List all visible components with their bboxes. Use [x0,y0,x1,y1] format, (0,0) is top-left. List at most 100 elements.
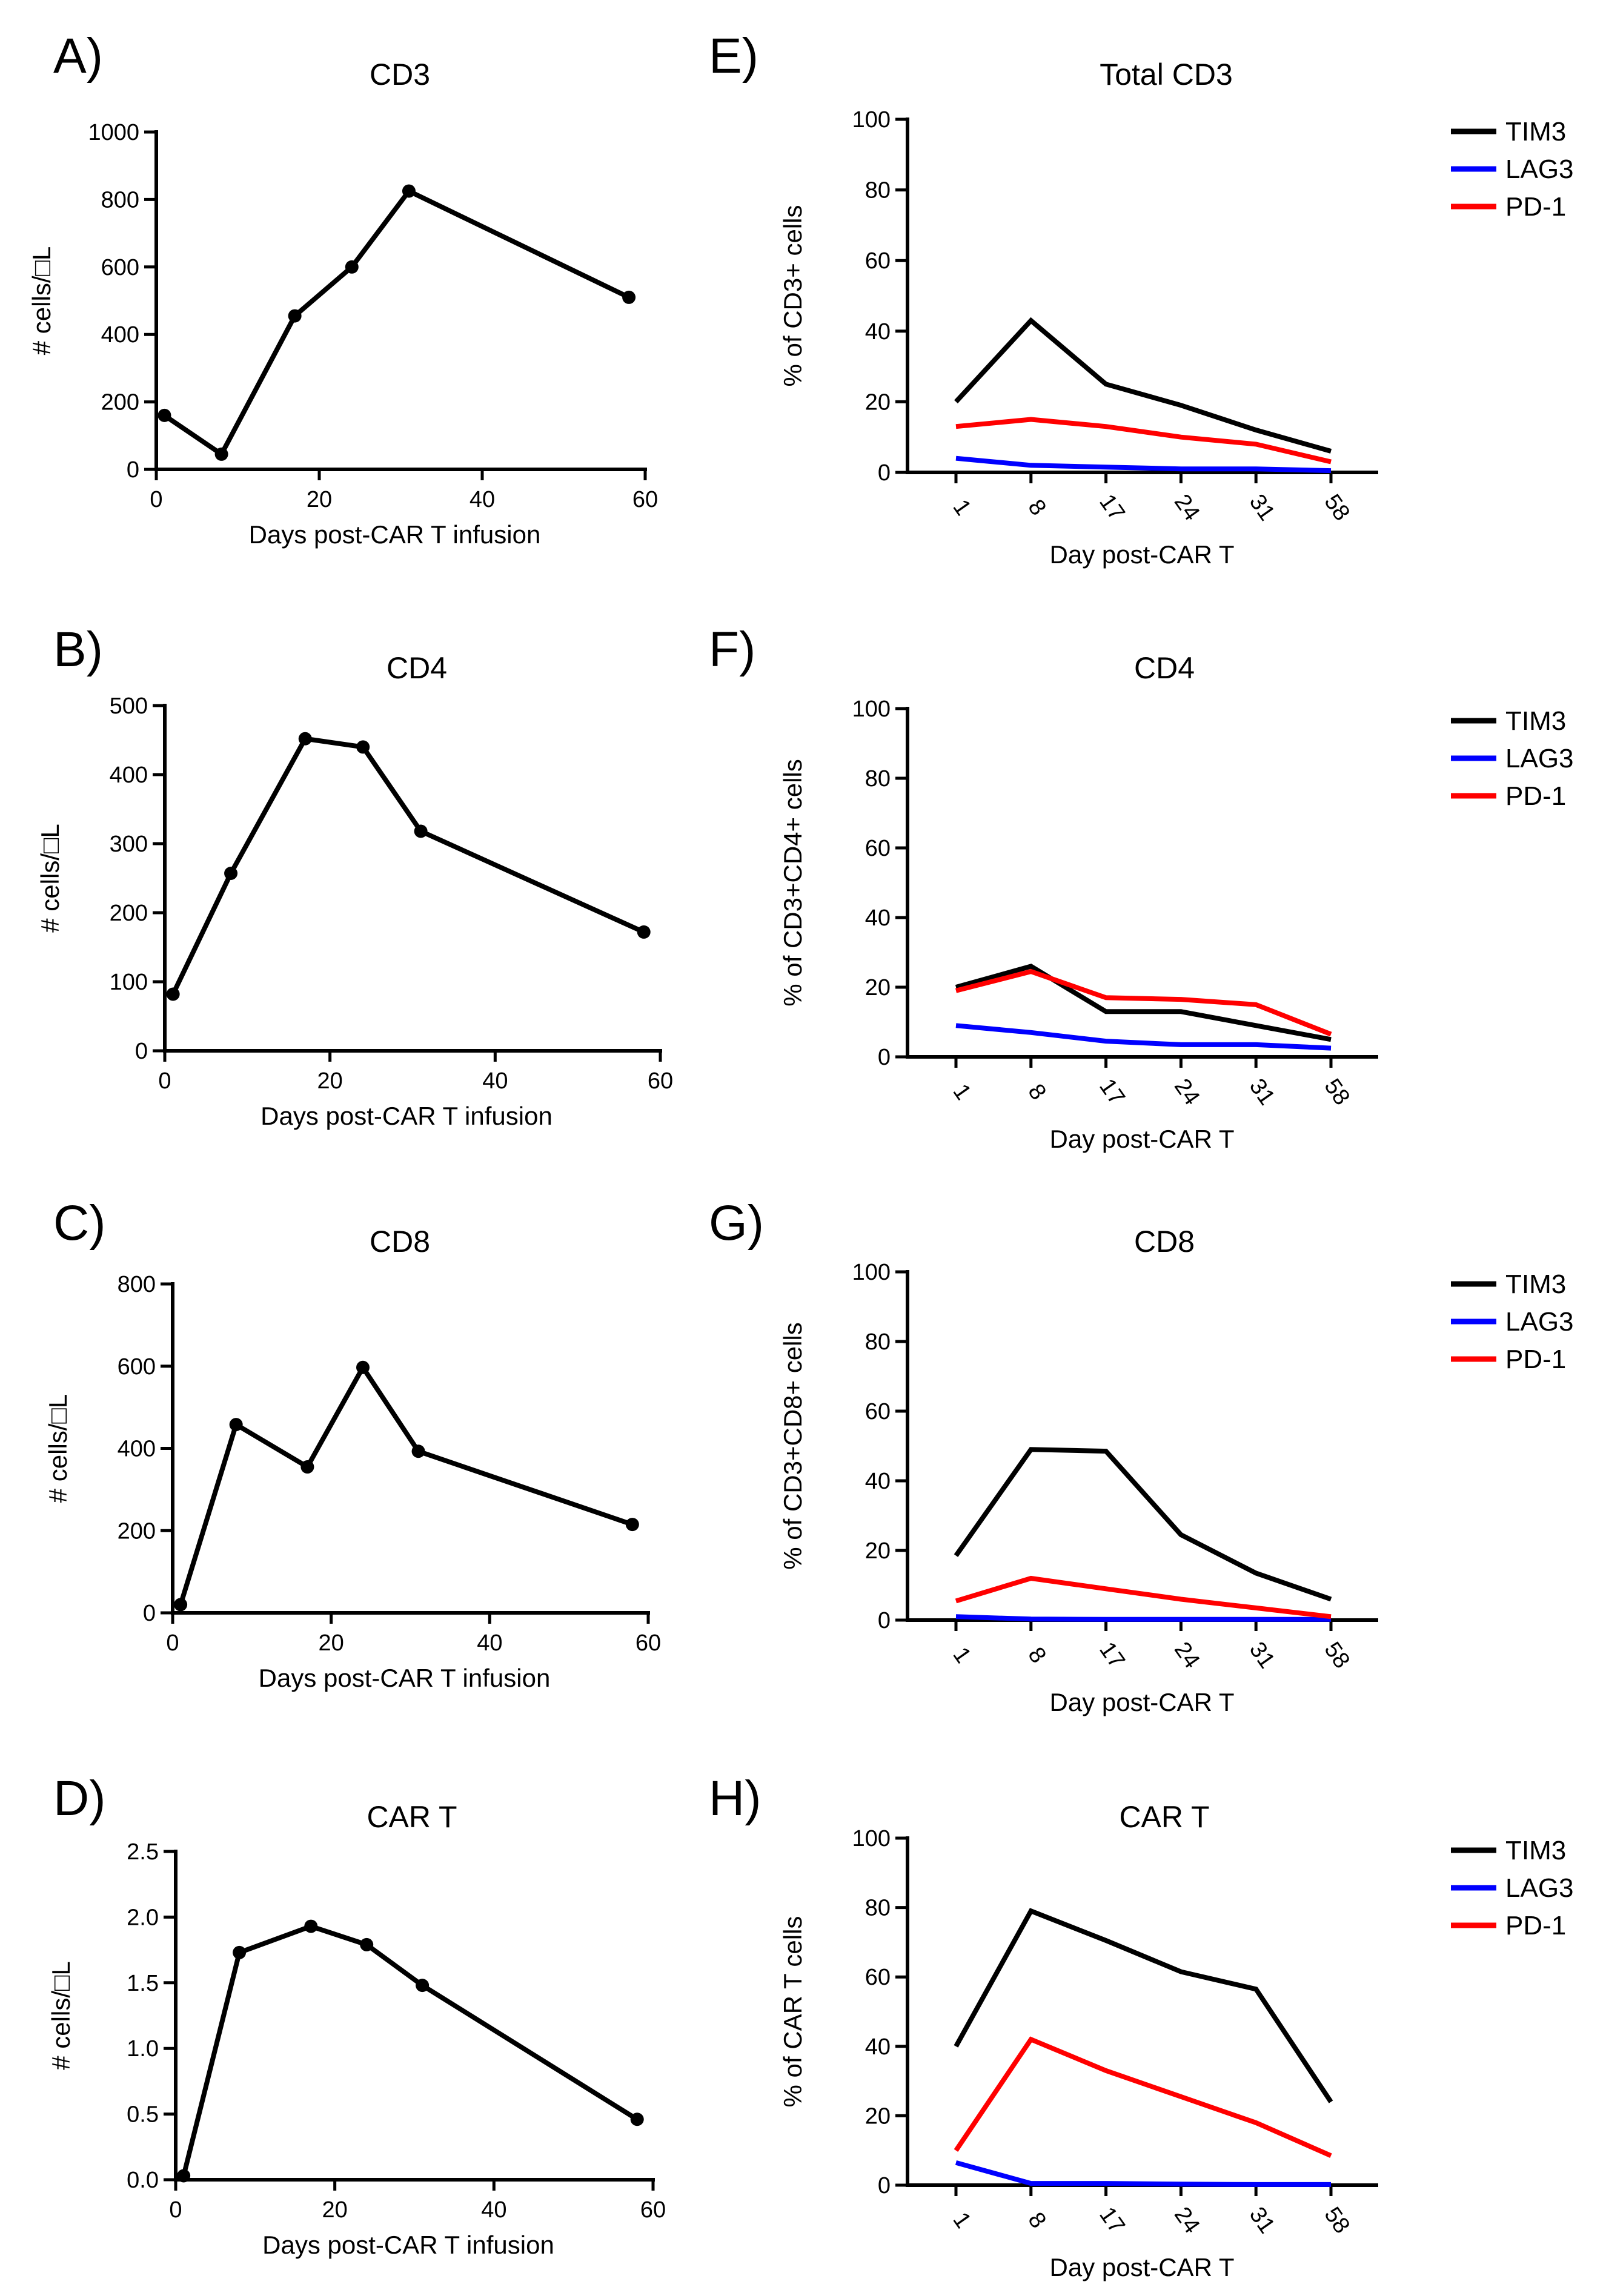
panel-g-ytick-label: 100 [852,1260,891,1285]
panel-h-ylabel: % of CAR T cells [778,1916,807,2108]
panel-f-xtick-label: 24 [1169,1074,1205,1110]
panel-g-legend-label-pd1: PD-1 [1505,1345,1566,1374]
panel-b-data-point [356,740,370,754]
panel-a-ytick-label: 200 [101,390,139,415]
panel-e-letter: E) [709,28,758,84]
panel-a-xtick-label: 20 [307,487,332,512]
panel-g-legend-label-tim3: TIM3 [1505,1269,1566,1299]
panel-a-data-point [158,408,171,422]
panel-h-xtick-label: 24 [1169,2203,1205,2238]
panel-h-letter: H) [709,1771,762,1826]
panel-h-legend-label-pd1: PD-1 [1505,1911,1566,1940]
panel-c-data-point [356,1360,370,1374]
panel-c-ytick-label: 400 [118,1437,156,1462]
panel-e-xtick-label: 31 [1244,490,1280,526]
panel-a-xtick-label: 40 [470,487,495,512]
panel-e-xtick-label: 58 [1319,490,1355,526]
panel-e-xtick-label: 17 [1094,490,1130,526]
panel-d-ytick-label: 1.0 [127,2036,159,2062]
panel-c-axes [171,1282,650,1615]
panel-f-ytick-label: 80 [865,766,891,792]
panel-d-data-point [177,2169,191,2183]
panel-g-xtick-label: 1 [948,1643,977,1667]
panel-a-data-point [402,184,416,198]
panel-d-data-point [360,1937,374,1951]
panel-d-letter: D) [53,1771,106,1826]
panel-h-ytick-label: 20 [865,2103,891,2129]
panel-c-ytick-label: 0 [143,1601,156,1626]
panel-b-xtick-label: 20 [317,1068,343,1094]
panel-b-title: CD4 [387,651,447,685]
panel-f-axes [906,707,1378,1059]
panel-g-xtick-label: 31 [1244,1638,1280,1673]
panel-f-legend-label-lag3: LAG3 [1505,744,1574,773]
panel-g-axes [906,1270,1378,1622]
panel-d-data-point [304,1919,318,1933]
panel-b-data-point [414,824,428,838]
panel-g-series-lag3 [955,1614,1331,1622]
panel-c-xtick-label: 60 [635,1630,661,1656]
panel-c-ytick-label: 600 [118,1354,156,1380]
panel-b-data-point [166,987,180,1001]
panel-h-ytick-label: 80 [865,1896,891,1921]
panel-g-xtick-label: 8 [1023,1643,1051,1667]
panel-d-series-line [181,1924,639,2177]
panel-h-series-lag3 [955,2160,1331,2187]
panel-g-series-tim3 [954,1447,1332,1602]
panel-g-ytick-label: 60 [865,1399,891,1424]
panel-h-xtick-label: 58 [1319,2203,1355,2238]
panel-e-legend-label-lag3: LAG3 [1505,154,1574,184]
panel-g-ytick-label: 0 [878,1608,891,1633]
panel-e-axes [906,117,1378,474]
panel-c-ytick-label: 800 [118,1272,156,1297]
panel-a-ytick-label: 400 [101,322,139,348]
panel-h-legend-label-tim3: TIM3 [1505,1836,1566,1865]
panel-a-data-point [214,447,228,461]
panel-e-legend-label-pd1: PD-1 [1505,192,1566,222]
panel-g-title: CD8 [1134,1225,1195,1259]
panel-h-ytick-label: 60 [865,1965,891,1990]
panel-e-xtick-label: 1 [948,495,977,520]
panel-c-ylabel: # cells/□L [44,1394,72,1503]
panel-a-ytick-label: 600 [101,255,139,280]
panel-b-xtick-label: 0 [158,1068,171,1094]
panel-e-series-pd1 [955,417,1332,465]
panel-d-xtick-label: 60 [640,2197,666,2223]
panel-d-ylabel: # cells/□L [47,1961,75,2069]
panel-f-series-lag3 [955,1023,1332,1051]
panel-b-data-point [637,925,651,939]
panel-c-series-line [178,1363,634,1606]
panel-g-series-pd1 [955,1575,1332,1619]
panel-f-xlabel: Day post-CAR T [1050,1125,1235,1153]
panel-a-xlabel: Days post-CAR T infusion [249,520,541,549]
panel-b-ytick-label: 0 [135,1039,148,1064]
panel-d-ytick-label: 2.0 [127,1905,159,1930]
panel-d-data-point [233,1945,247,1959]
panel-f-xtick-label: 1 [948,1079,977,1104]
panel-e-series-lag3 [955,455,1332,474]
panel-a-series-line [163,188,630,458]
panel-f-xtick-label: 31 [1244,1074,1280,1110]
panel-h-series-tim3 [954,1908,1333,2103]
panel-e-xtick-label: 8 [1023,495,1051,520]
panel-d-data-point [416,1979,430,1993]
panel-f-xtick-label: 58 [1319,1074,1355,1110]
panel-f-series-tim3 [955,964,1332,1042]
panel-d-data-point [630,2112,644,2126]
panel-c-data-point [174,1598,188,1612]
panel-g-xlabel: Day post-CAR T [1050,1688,1235,1716]
panel-g-xtick-label: 17 [1094,1638,1130,1673]
panel-a-xtick-label: 0 [150,487,162,512]
panel-h-title: CAR T [1119,1800,1209,1834]
panel-g-ylabel: % of CD3+CD8+ cells [778,1322,807,1570]
panel-h-xtick-label: 31 [1244,2203,1280,2238]
panel-c-ytick-label: 200 [118,1518,156,1544]
panel-b-letter: B) [53,622,103,677]
panel-b-axes [163,704,662,1053]
panel-a-data-point [345,260,359,274]
panel-d-ytick-label: 0.5 [127,2102,159,2128]
panel-e-xtick-label: 24 [1169,490,1205,526]
panel-c-data-point [300,1460,314,1474]
panel-b-xtick-label: 60 [648,1068,673,1094]
